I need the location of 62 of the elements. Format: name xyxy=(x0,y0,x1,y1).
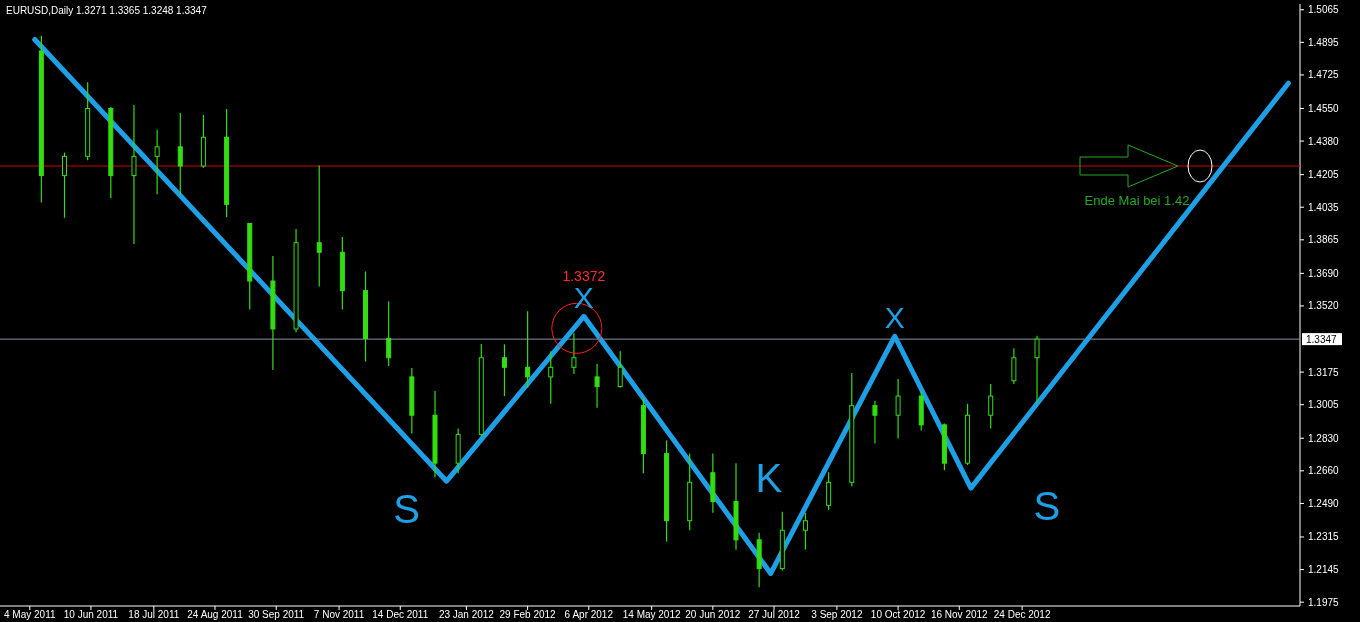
annotation: 1.3372 xyxy=(562,268,606,285)
candlestick xyxy=(826,471,832,511)
candlestick xyxy=(802,512,808,551)
y-tick-label: 1.2660 xyxy=(1308,465,1340,477)
x-tick-label: 7 Nov 2011 xyxy=(313,609,365,620)
x-tick-label: 27 Jul 2012 xyxy=(748,609,801,620)
y-tick-label: 1.3520 xyxy=(1308,300,1340,312)
annotation: Ende Mai bei 1.42 xyxy=(1084,192,1190,208)
y-tick-label: 1.4205 xyxy=(1308,169,1340,181)
annotation: S xyxy=(393,487,420,532)
x-tick-label: 4 May 2011 xyxy=(4,609,56,620)
y-tick-label: 1.2830 xyxy=(1308,432,1340,444)
y-tick-label: 1.4035 xyxy=(1308,201,1340,213)
x-tick-label: 30 Sep 2011 xyxy=(248,609,305,620)
candlestick xyxy=(571,332,577,375)
ref-line-label: 1.3347 xyxy=(1306,333,1338,345)
y-tick-label: 1.2490 xyxy=(1308,497,1340,509)
y-tick-label: 1.3865 xyxy=(1308,234,1340,246)
candlestick xyxy=(177,112,183,195)
candlestick xyxy=(131,104,137,245)
y-tick-label: 1.3690 xyxy=(1308,267,1340,279)
annotation: K xyxy=(755,456,783,501)
candlestick xyxy=(154,129,160,195)
candlestick xyxy=(594,363,600,409)
candlestick xyxy=(895,378,901,440)
x-tick-label: 14 May 2012 xyxy=(622,609,681,620)
x-tick-label: 18 Jul 2011 xyxy=(128,609,180,620)
candlestick xyxy=(501,343,507,397)
y-tick-label: 1.4380 xyxy=(1308,135,1340,147)
y-tick-label: 1.4725 xyxy=(1308,69,1340,81)
y-tick-label: 1.1975 xyxy=(1308,596,1340,608)
y-tick-label: 1.5065 xyxy=(1308,4,1340,16)
x-tick-label: 16 Nov 2012 xyxy=(930,609,989,620)
x-tick-label: 24 Aug 2011 xyxy=(187,609,244,620)
x-tick-label: 3 Sep 2012 xyxy=(811,609,863,620)
x-tick-label: 29 Feb 2012 xyxy=(499,609,557,620)
annotation: S xyxy=(1033,484,1061,529)
y-tick-label: 1.4895 xyxy=(1308,36,1340,48)
y-tick-label: 1.2315 xyxy=(1308,531,1340,543)
candlestick xyxy=(386,300,392,367)
chart-title: EURUSD,Daily 1.3271 1.3365 1.3248 1.3347 xyxy=(6,5,208,16)
x-tick-label: 6 Apr 2012 xyxy=(564,609,614,620)
candlestick xyxy=(548,350,554,405)
x-tick-label: 24 Dec 2012 xyxy=(993,609,1051,620)
candlestick xyxy=(988,383,994,430)
candlestick xyxy=(617,350,623,389)
candlestick xyxy=(1011,347,1017,385)
annotation: X xyxy=(884,301,905,335)
x-tick-label: 20 Jun 2012 xyxy=(685,609,741,620)
x-tick-label: 14 Dec 2011 xyxy=(372,609,429,620)
x-tick-label: 10 Oct 2012 xyxy=(870,609,926,620)
candlestick xyxy=(1034,335,1040,404)
x-tick-label: 23 Jan 2012 xyxy=(438,609,495,620)
y-tick-label: 1.3175 xyxy=(1308,366,1340,378)
candlestick xyxy=(525,310,531,389)
candlestick xyxy=(62,151,67,219)
y-tick-label: 1.3005 xyxy=(1308,399,1340,411)
x-tick-label: 10 Jun 2011 xyxy=(63,609,119,620)
y-tick-label: 1.2145 xyxy=(1308,564,1340,576)
candlestick xyxy=(316,165,322,288)
y-tick-label: 1.4550 xyxy=(1308,102,1340,114)
candlestick xyxy=(872,400,878,445)
